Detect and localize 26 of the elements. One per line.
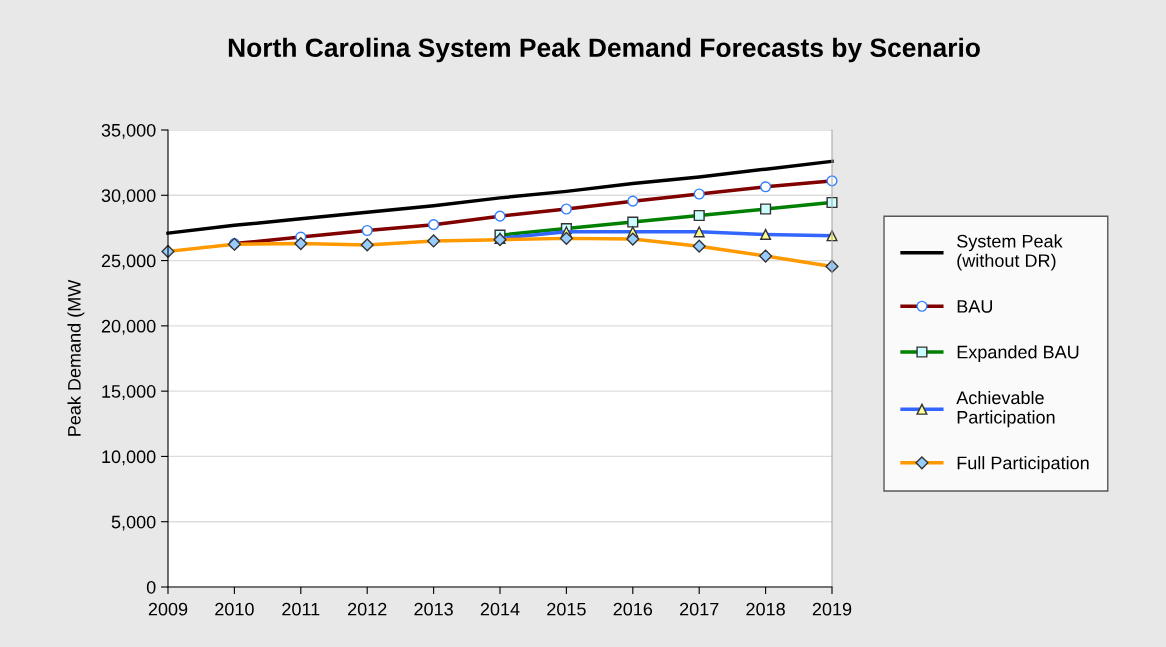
y-tick-label: 15,000: [102, 385, 156, 400]
chart-title: North Carolina System Peak Demand Forecasts by Scenario: [228, 37, 980, 63]
y-tick-label: 10,000: [102, 450, 156, 466]
x-tick-label: 2013: [414, 602, 453, 616]
legend-label: System Peak (without DR): [957, 234, 1063, 271]
legend-label: BAU: [957, 300, 992, 313]
y-tick-label: 5,000: [111, 515, 156, 531]
x-tick-label: 2014: [480, 602, 520, 616]
legend-label: Achievable Participation: [956, 390, 1055, 428]
y-tick-label: 30,000: [101, 189, 156, 205]
y-tick-label: 0: [146, 580, 156, 594]
x-tick-label: 2010: [215, 602, 254, 616]
legend-label: Full Participation: [957, 456, 1089, 473]
x-tick-label: 2016: [613, 602, 653, 616]
x-tick-label: 2009: [148, 602, 188, 616]
y-tick-label: 20,000: [101, 319, 156, 335]
x-tick-label: 2012: [348, 602, 387, 616]
x-tick-label: 2018: [746, 602, 785, 616]
x-tick-label: 2019: [812, 602, 852, 616]
x-tick-label: 2011: [282, 602, 320, 616]
x-tick-label: 2017: [680, 602, 719, 616]
y-tick-label: 25,000: [101, 254, 156, 270]
y-tick-label: 35,000: [101, 123, 156, 139]
legend-label: Expanded BAU: [957, 345, 1079, 363]
y-axis-title: Peak Demand (MW: [67, 279, 85, 436]
x-tick-label: 2015: [547, 602, 586, 616]
